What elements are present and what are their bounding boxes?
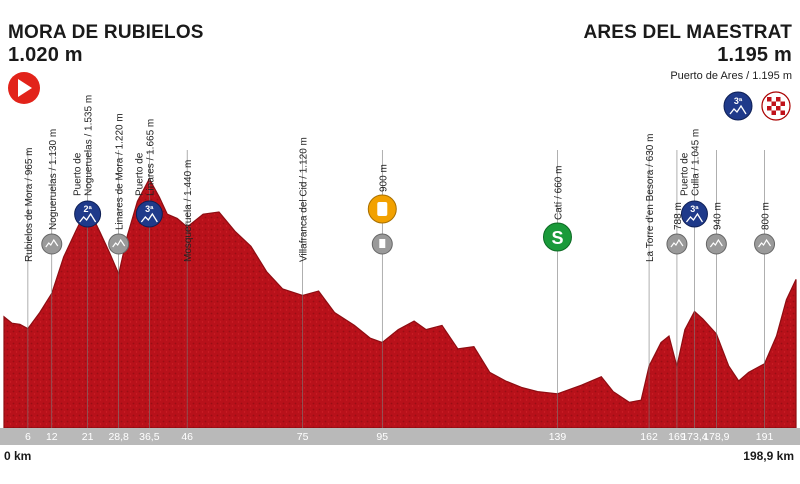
- km-tick-label: 178,9: [703, 431, 729, 443]
- mountain-category-label: 3ª: [145, 204, 154, 214]
- km-tick-label: 173,4: [681, 431, 707, 443]
- waypoint-label: Linares / 1.665 m: [145, 119, 156, 196]
- finish-summit-label: Puerto de Ares / 1.195 m: [670, 70, 792, 82]
- waypoint-label: Rubielos de Mora / 965 m: [24, 147, 35, 262]
- waypoint-label: Culla / 1.045 m: [690, 129, 701, 196]
- elevation-profile-area: [3, 177, 797, 429]
- checker-square: [771, 101, 776, 106]
- checker-square: [767, 97, 772, 102]
- mountain-glyph: [758, 238, 772, 248]
- waypoint-label: Mosqueruela / 1.440 m: [183, 160, 194, 262]
- waypoint-label: 900 m: [378, 164, 389, 192]
- start-town-name: MORA DE RUBIELOS: [8, 22, 204, 43]
- checker-square: [776, 97, 781, 102]
- mountain-glyph: [140, 212, 158, 223]
- km-tick-label: 36,5: [139, 431, 160, 443]
- km-end-label: 198,9 km: [743, 449, 794, 463]
- km-tick-label: 12: [46, 431, 58, 443]
- mountain-glyph: [729, 104, 747, 115]
- waypoint-label: Nogueruelas / 1.535 m: [84, 95, 95, 196]
- finish-altitude: 1.195 m: [717, 44, 792, 66]
- km-tick-label: 21: [82, 431, 94, 443]
- checker-square: [776, 106, 781, 111]
- km-axis-band: [0, 428, 800, 445]
- finish-category-label: 3ª: [734, 96, 743, 106]
- mountain-glyph: [45, 238, 59, 248]
- checker-square: [771, 110, 776, 115]
- waypoint-label: 800 m: [761, 202, 772, 230]
- mountain-glyph: [79, 212, 97, 223]
- waypoint-label: Puerto de: [73, 152, 84, 196]
- mountain-glyph: [685, 212, 704, 223]
- mountain-category-label: 2ª: [83, 204, 92, 214]
- mountain-glyph: [670, 238, 684, 248]
- waypoint-label: 940 m: [712, 202, 723, 230]
- km-tick-label: 162: [640, 431, 658, 443]
- waypoint-label: Nogueruelas / 1.130 m: [48, 129, 59, 230]
- checker-square: [780, 101, 785, 106]
- waypoint-label: 788 m: [673, 202, 684, 230]
- finish-town-name: ARES DEL MAESTRAT: [583, 22, 792, 43]
- waypoint-label: Puerto de: [134, 152, 145, 196]
- km-tick-label: 6: [25, 431, 31, 443]
- checker-square: [780, 110, 785, 115]
- km-tick-label: 75: [297, 431, 309, 443]
- km-tick-label: 191: [756, 431, 774, 443]
- play-glyph: [18, 79, 32, 97]
- start-altitude: 1.020 m: [8, 44, 83, 66]
- km-tick-label: 28,8: [108, 431, 129, 443]
- checker-square: [767, 106, 772, 111]
- km-tick-label: 95: [376, 431, 388, 443]
- mountain-glyph: [112, 238, 126, 248]
- km-tick-label: 46: [181, 431, 193, 443]
- waypoint-label: Villafranca del Cid / 1.120 m: [299, 137, 310, 262]
- km-tick-label: 169: [668, 431, 686, 443]
- km-start-label: 0 km: [4, 449, 32, 463]
- bin-glyph: [379, 239, 386, 248]
- waypoint-label: La Torre d'en Besora / 630 m: [645, 134, 656, 262]
- km-tick-label: 139: [549, 431, 567, 443]
- feed-bag-glyph: [377, 202, 388, 216]
- waypoint-label: Puerto de: [679, 152, 690, 196]
- sprint-letter: S: [551, 228, 563, 248]
- mountain-category-label: 3ª: [690, 204, 699, 214]
- intermediate-sprint-icon: [542, 222, 572, 252]
- mountain-glyph: [709, 238, 723, 248]
- waypoint-label: Catí / 660 m: [553, 166, 564, 220]
- waypoint-label: Linares de Mora / 1.220 m: [115, 113, 126, 230]
